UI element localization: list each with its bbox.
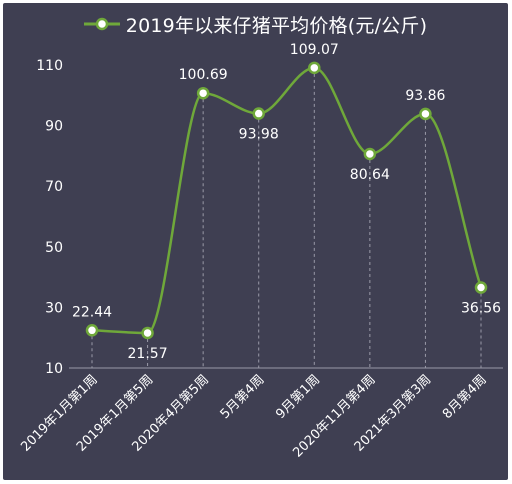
legend: 2019年以来仔猪平均价格(元/公斤) bbox=[3, 9, 508, 39]
data-label: 80.64 bbox=[350, 167, 390, 183]
chart-panel: 2019年以来仔猪平均价格(元/公斤) 10 30 50 70 90 110 22.44 21… bbox=[3, 3, 508, 480]
data-point bbox=[474, 281, 488, 294]
data-label: 93.98 bbox=[239, 127, 279, 143]
x-tick-label: 9月第1周 bbox=[273, 372, 323, 422]
y-tick-label: 70 bbox=[45, 179, 63, 195]
line-chart: 10 30 50 70 90 110 22.44 21.57 100.69 93.98 109.07… bbox=[18, 42, 503, 461]
series-line bbox=[91, 66, 483, 335]
data-label: 100.69 bbox=[179, 67, 228, 83]
data-point bbox=[85, 324, 99, 337]
y-tick-label: 110 bbox=[36, 58, 63, 74]
data-point bbox=[363, 147, 377, 161]
y-tick-label: 90 bbox=[45, 119, 63, 135]
data-label: 36.56 bbox=[461, 301, 501, 317]
data-point bbox=[141, 326, 154, 340]
legend-label: 2019年以来仔猪平均价格(元/公斤) bbox=[125, 14, 428, 37]
y-tick-label: 30 bbox=[45, 300, 63, 316]
x-tick-label: 5月第4周 bbox=[218, 372, 268, 422]
data-label: 21.57 bbox=[128, 346, 168, 362]
data-label: 109.07 bbox=[290, 42, 339, 58]
y-tick-label: 50 bbox=[45, 240, 63, 256]
data-point bbox=[419, 107, 432, 121]
legend-line-marker-icon bbox=[83, 17, 120, 31]
data-point bbox=[196, 86, 210, 100]
data-label: 93.86 bbox=[405, 88, 445, 104]
data-label: 22.44 bbox=[72, 304, 112, 320]
y-tick-label: 10 bbox=[45, 361, 63, 377]
data-point bbox=[252, 107, 265, 120]
data-point bbox=[308, 61, 321, 75]
x-tick-label: 8月第4周 bbox=[440, 372, 490, 422]
